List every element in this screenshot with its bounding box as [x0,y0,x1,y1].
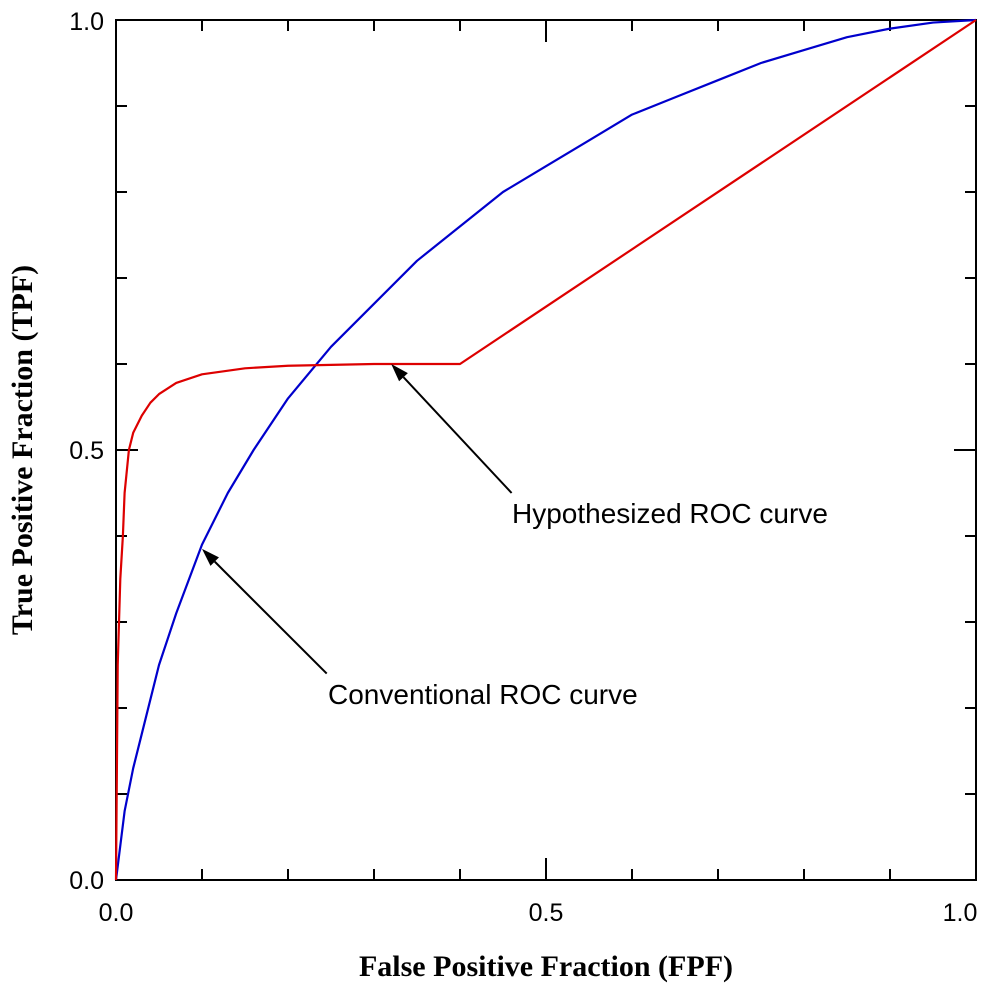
annotation-arrow-line-0 [402,376,513,494]
series-line-1 [114,19,977,881]
y-tick-label-1: 0.5 [69,437,104,465]
annotation-conventional-label: Conventional ROC curve [328,679,638,710]
y-tick-label-2: 1.0 [69,8,104,36]
x-tick-label-2: 1.0 [943,899,978,927]
annotation-arrow-line-1 [214,560,328,675]
y-tick-label-0: 0.0 [69,867,104,895]
axis-ticks [116,20,976,880]
annotation-arrow-head-0 [391,364,408,382]
annotations-group [202,364,513,675]
x-tick-label-0: 0.0 [99,899,134,927]
x-tick-label-1: 0.5 [529,899,564,927]
plot-frame [115,19,977,881]
annotation-arrow-head-1 [202,548,219,566]
y-axis-title: True Positive Fraction (TPF) [6,265,39,635]
series-line-0 [114,18,977,881]
annotation-hypothesized-label: Hypothesized ROC curve [512,498,828,529]
x-axis-title: False Positive Fraction (FPF) [359,950,733,983]
series-group [114,18,977,881]
